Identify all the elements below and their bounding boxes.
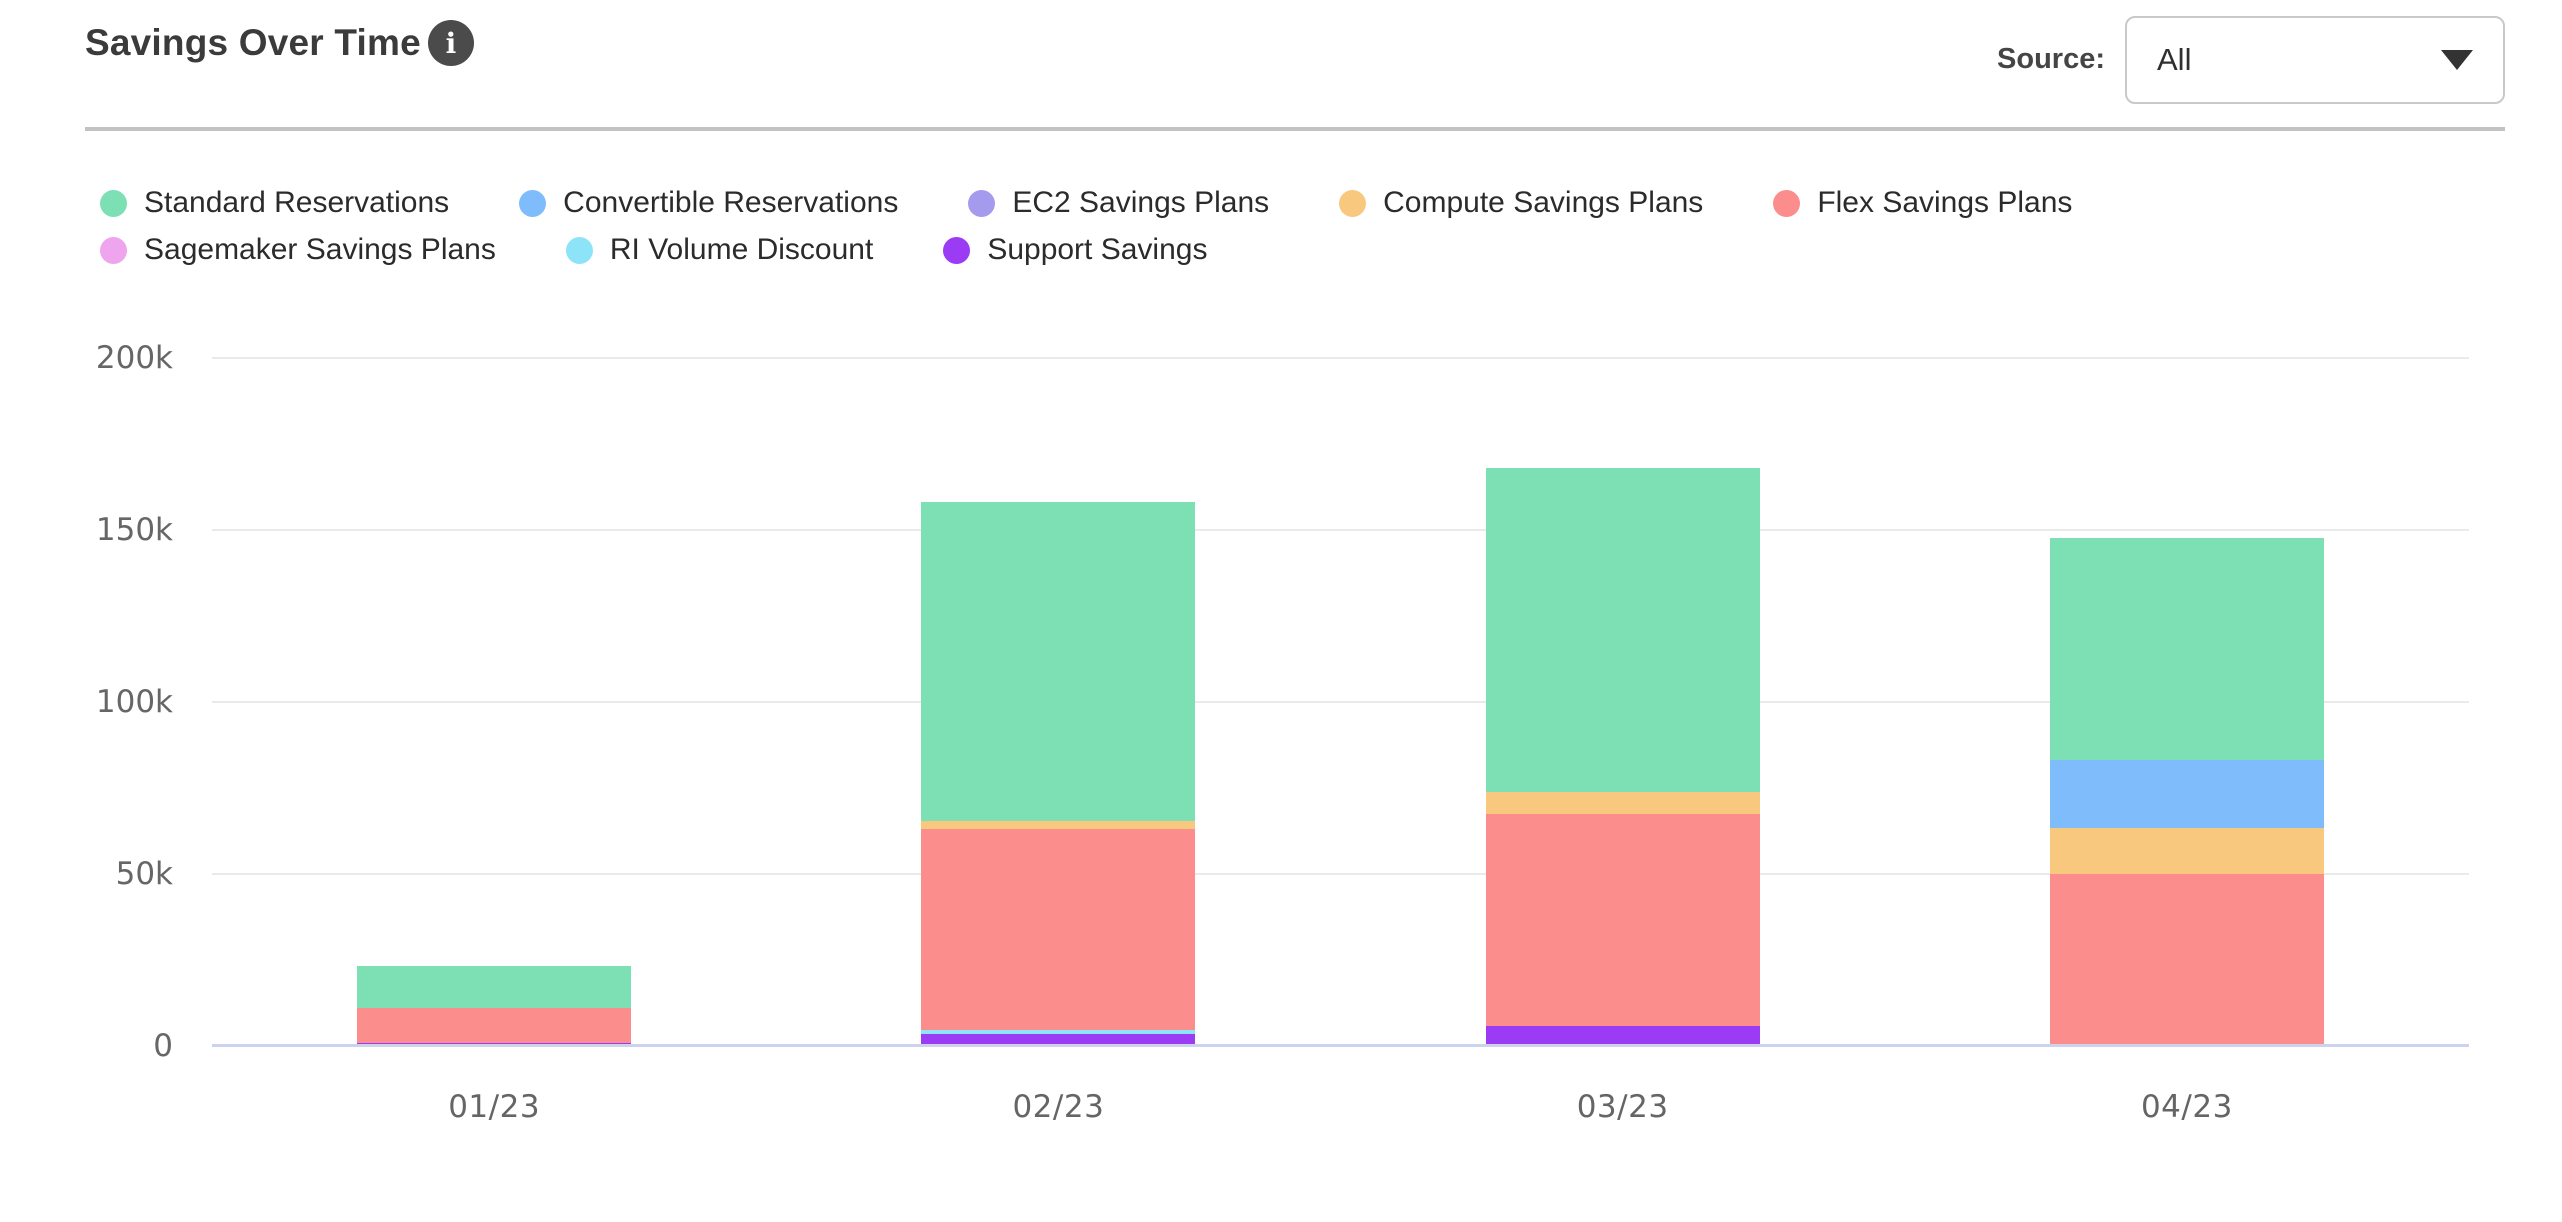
bar-04-23[interactable] (2049, 537, 2324, 1046)
bar-segment-support-savings[interactable] (1485, 1026, 1760, 1046)
gridline-50k (212, 873, 2469, 875)
bar-segment-flex-savings-plans[interactable] (921, 828, 1196, 1030)
legend-dot-icon (565, 236, 593, 264)
gridline-200k (212, 357, 2469, 359)
x-axis-baseline (212, 1044, 2469, 1047)
x-axis-label-01-23: 01/23 (448, 1089, 541, 1125)
legend-dot-icon (1339, 189, 1367, 217)
legend-item-ri-volume-discount[interactable]: RI Volume Discount (565, 233, 874, 267)
legend-label: Flex Savings Plans (1817, 186, 2073, 219)
legend-dot-icon (519, 189, 547, 217)
legend-item-compute-savings-plans[interactable]: Compute Savings Plans (1339, 186, 1703, 220)
bar-segment-flex-savings-plans[interactable] (1485, 814, 1760, 1027)
y-axis-label-200k: 200k (95, 340, 173, 376)
bar-segment-compute-savings-plans[interactable] (2049, 827, 2324, 874)
legend-item-standard-reservations[interactable]: Standard Reservations (100, 186, 449, 220)
legend-label: Sagemaker Savings Plans (144, 233, 496, 266)
bar-segment-standard-reservations[interactable] (2049, 537, 2324, 761)
legend-dot-icon (943, 236, 971, 264)
legend-label: Compute Savings Plans (1383, 186, 1704, 219)
legend-dot-icon (968, 189, 996, 217)
info-icon[interactable]: i (428, 20, 474, 66)
x-axis-label-03-23: 03/23 (1576, 1089, 1669, 1125)
bar-02-23[interactable] (921, 502, 1196, 1046)
legend-label: Standard Reservations (144, 186, 450, 219)
legend-label: EC2 Savings Plans (1012, 186, 1270, 219)
legend-item-support-savings[interactable]: Support Savings (943, 233, 1207, 267)
bar-segment-flex-savings-plans[interactable] (357, 1008, 632, 1043)
gridline-150k (212, 529, 2469, 531)
legend-item-ec2-savings-plans[interactable]: EC2 Savings Plans (968, 186, 1269, 220)
legend-row-1: Standard Reservations Convertible Reserva… (100, 186, 2072, 220)
chart-legend: Standard Reservations Convertible Reserva… (100, 186, 2072, 267)
legend-item-flex-savings-plans[interactable]: Flex Savings Plans (1773, 186, 2072, 220)
legend-label: Convertible Reservations (563, 186, 899, 219)
bar-01-23[interactable] (357, 965, 632, 1046)
bar-slot-03-23 (1341, 358, 1905, 1046)
bar-segment-standard-reservations[interactable] (357, 965, 632, 1009)
chevron-down-icon (2441, 50, 2473, 70)
y-axis-label-100k: 100k (95, 684, 173, 720)
y-axis-label-0: 0 (153, 1028, 173, 1064)
info-icon-glyph: i (445, 26, 457, 60)
legend-dot-icon (1773, 189, 1801, 217)
y-axis-label-150k: 150k (95, 512, 173, 548)
legend-label: Support Savings (987, 233, 1208, 266)
bar-slot-02-23 (776, 358, 1340, 1046)
bar-segment-compute-savings-plans[interactable] (921, 821, 1196, 829)
legend-item-sagemaker-savings-plans[interactable]: Sagemaker Savings Plans (100, 233, 496, 267)
source-label: Source: (1997, 43, 2105, 75)
legend-row-2: Sagemaker Savings Plans RI Volume Discoun… (100, 233, 2072, 267)
source-dropdown[interactable]: All (2125, 16, 2505, 104)
bar-segment-convertible-reservations[interactable] (2049, 760, 2324, 828)
source-dropdown-value: All (2157, 42, 2192, 77)
legend-label: RI Volume Discount (609, 233, 874, 266)
legend-item-convertible-reservations[interactable]: Convertible Reservations (519, 186, 898, 220)
page-title: Savings Over Time (85, 22, 421, 63)
legend-dot-icon (100, 189, 127, 217)
bar-segment-compute-savings-plans[interactable] (1485, 792, 1760, 815)
bar-slot-01-23 (212, 358, 776, 1046)
x-axis-label-02-23: 02/23 (1012, 1089, 1105, 1125)
gridline-100k (212, 701, 2469, 703)
bar-03-23[interactable] (1485, 468, 1760, 1046)
bar-segment-standard-reservations[interactable] (921, 502, 1196, 822)
header-divider (85, 127, 2505, 131)
plot-area (212, 357, 2469, 1047)
bar-slot-04-23 (1905, 358, 2469, 1046)
x-axis-label-04-23: 04/23 (2140, 1089, 2233, 1125)
bar-segment-standard-reservations[interactable] (1485, 468, 1760, 793)
legend-dot-icon (100, 236, 127, 264)
bar-segment-support-savings[interactable] (921, 1033, 1196, 1046)
bar-segment-ri-volume-discount[interactable] (921, 1029, 1196, 1034)
y-axis-label-50k: 50k (115, 856, 173, 892)
bar-segment-flex-savings-plans[interactable] (2049, 874, 2324, 1046)
